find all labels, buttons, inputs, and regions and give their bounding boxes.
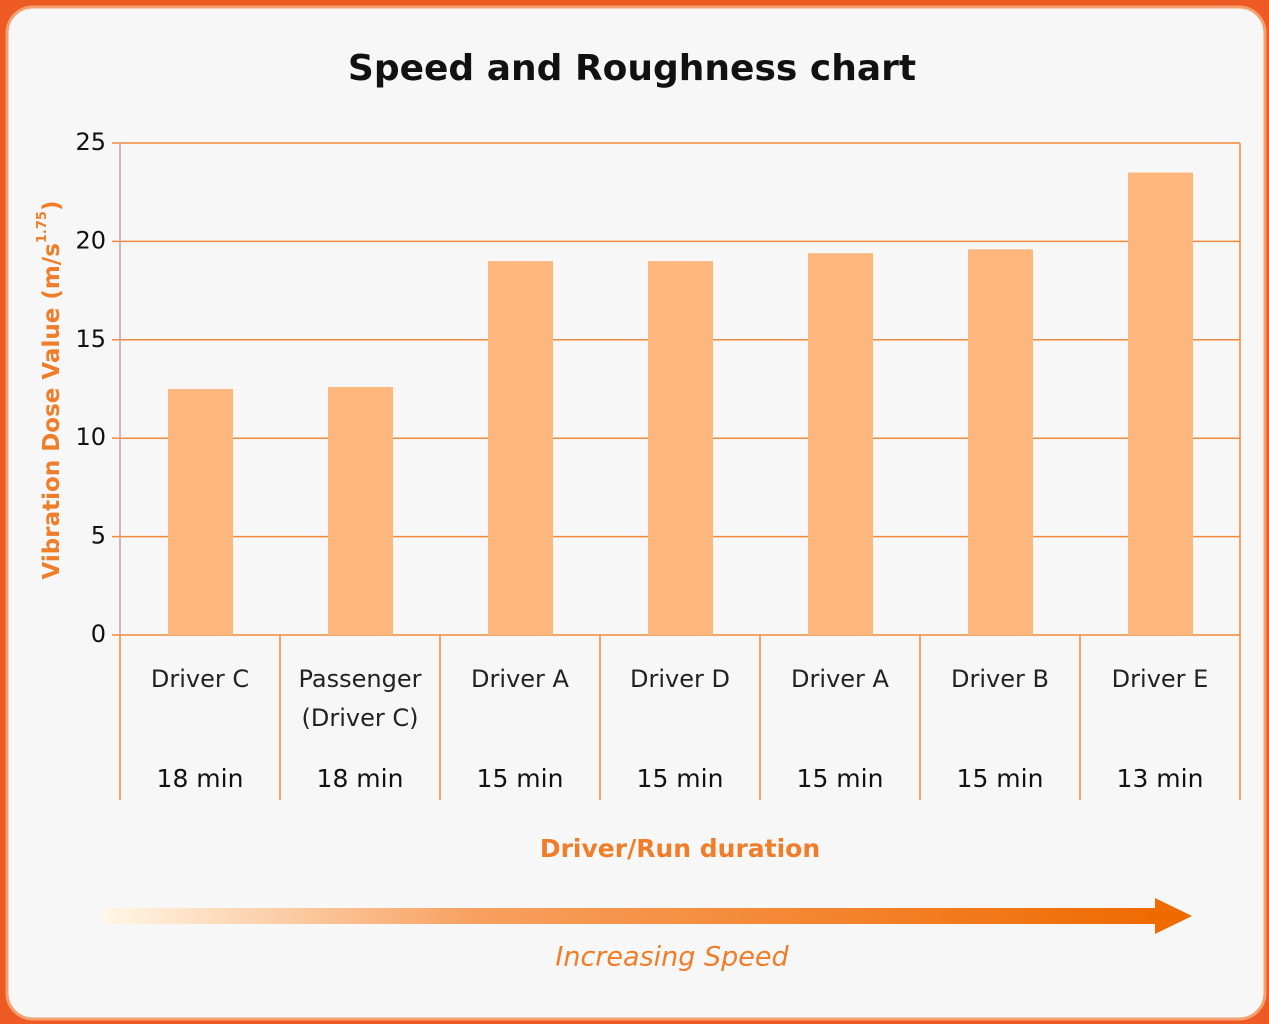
duration-label: 18 min [317, 764, 404, 793]
x-tick-label: Driver D [630, 665, 730, 693]
duration-label: 15 min [477, 764, 564, 793]
x-tick-label: Driver A [791, 665, 889, 693]
bar [1128, 172, 1193, 635]
bar [648, 261, 713, 635]
x-tick-label: Driver A [471, 665, 569, 693]
x-tick-label: Driver C [150, 665, 250, 693]
y-tick-label: 10 [75, 423, 106, 451]
bar [328, 387, 393, 635]
y-tick-label: 20 [75, 226, 106, 254]
annotation: Increasing Speed [555, 942, 789, 973]
x-tick-label: Driver E [1111, 665, 1209, 693]
chart-title: Speed and Roughness chart [348, 48, 916, 89]
y-tick-label: 5 [91, 522, 106, 550]
speed-arrow-shaft [104, 908, 1164, 924]
duration-label: 15 min [957, 764, 1044, 793]
y-tick-label: 15 [75, 325, 106, 353]
bar [808, 253, 873, 635]
x-tick-label: Driver B [951, 665, 1049, 693]
duration-label: 13 min [1117, 764, 1204, 793]
y-tick-label: 25 [75, 128, 106, 156]
bar [968, 249, 1033, 635]
bar [168, 389, 233, 635]
x-tick-label: Passenger (Driver C) [298, 665, 422, 732]
speed-arrow-head [1155, 898, 1192, 934]
x-axis-label: Driver/Run duration [540, 834, 820, 863]
duration-label: 15 min [637, 764, 724, 793]
y-axis-label: Vibration Dose Value (m/s1.75) [35, 201, 65, 580]
duration-label: 18 min [157, 764, 244, 793]
y-tick-label: 0 [91, 620, 106, 648]
panel [5, 5, 1267, 1021]
duration-label: 15 min [797, 764, 884, 793]
bar [488, 261, 553, 635]
